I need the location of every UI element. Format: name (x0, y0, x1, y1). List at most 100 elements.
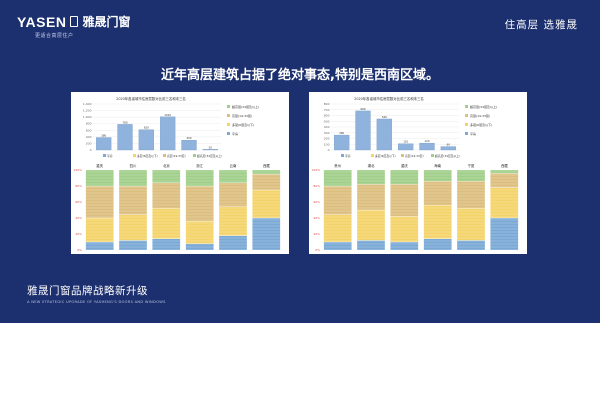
stacked-segment (85, 169, 114, 187)
category-label: 重庆 (401, 163, 408, 168)
stacked-segment (456, 240, 486, 251)
legend-swatch (227, 132, 230, 135)
legend-swatch (465, 132, 468, 135)
stacked-segment (490, 173, 519, 188)
stack-legend-swatch (431, 154, 434, 157)
bar-value-label: 780 (123, 120, 128, 124)
stacked-segment (456, 208, 486, 241)
slogan: 住高层 选雅晟 (504, 19, 578, 31)
legend-label: 多层(6层及以下) (470, 122, 492, 127)
chart-title: 2020年各省城市住房层数对比前三名和末三名 (354, 96, 424, 101)
stacked-segment (118, 214, 148, 241)
y-tick-label: 600 (86, 128, 92, 132)
y-tick-label: 600 (324, 114, 330, 118)
chart-panel-right: 2020年各省城市住房层数对比前三名和末三名 800 700 600 500 400 300… (309, 92, 527, 254)
slide-headline: 近年高层建筑占据了绝对事态,特别是西南区域。 (161, 68, 439, 83)
stacked-segment (185, 169, 214, 187)
stack-legend-swatch (371, 154, 374, 157)
stacked-segment (218, 182, 248, 207)
y-tick-label: 400 (86, 135, 92, 139)
stack-legend-label: 高层(19-33层) (167, 154, 186, 158)
bar (440, 146, 456, 151)
bar-value-label: 110 (403, 140, 408, 144)
y-tick-label: 0 (90, 148, 92, 152)
stack-legend-label: 多层(6层及以下) (137, 154, 158, 158)
stacked-segment (323, 241, 352, 251)
stacked-segment (356, 209, 386, 241)
category-label: 贵州 (334, 163, 341, 168)
bar (202, 149, 218, 151)
pct-tick-label: 100% (73, 168, 82, 172)
bar (334, 134, 350, 151)
category-label: 重庆 (96, 163, 103, 168)
brand-tagline: 更适合高层住户 (35, 33, 74, 39)
stacked-segment (390, 216, 419, 243)
bar-value-label: 540 (382, 115, 387, 119)
bar (96, 137, 112, 151)
bar-value-label: 380 (101, 134, 106, 138)
stacked-segment (423, 238, 452, 251)
bar (138, 129, 154, 151)
category-label: 西藏 (501, 163, 508, 168)
stacked-segment (323, 169, 352, 187)
category-label: 四川 (130, 164, 137, 168)
pct-tick-label: 80% (313, 184, 320, 188)
stack-legend-label: 高层(19-33层) (405, 154, 424, 158)
bar (160, 116, 176, 151)
stacked-segment (356, 169, 386, 185)
stacked-segment (252, 169, 281, 175)
bar (117, 124, 133, 151)
stack-legend-swatch (193, 154, 196, 157)
stack-legend-label: 平房 (107, 154, 113, 158)
pct-tick-label: 80% (75, 184, 82, 188)
category-label: 云南 (230, 163, 237, 168)
y-tick-label: 200 (324, 137, 330, 141)
category-label: 宁夏 (468, 163, 475, 168)
stacked-segment (390, 241, 419, 251)
legend-label: 平房 (470, 131, 476, 136)
stacked-segment (118, 240, 148, 251)
stacked-segment (456, 181, 486, 209)
y-tick-label: 700 (324, 108, 330, 112)
legend-swatch (227, 123, 230, 126)
stacked-segment (85, 241, 114, 251)
stack-legend-label: 平房 (345, 154, 351, 158)
category-label: 海南 (434, 163, 441, 168)
stack-legend-label: 多层(6层及以下) (375, 154, 396, 158)
stack-legend-swatch (163, 154, 166, 157)
pct-tick-label: 100% (311, 168, 320, 172)
stacked-segment (252, 189, 281, 219)
pct-tick-label: 40% (313, 216, 320, 220)
stack-legend-label: 超高层(34层及以上) (435, 154, 460, 158)
footer-subtitle: A NEW STRATEGIC UPGRADE OF YASHENG'S DOO… (27, 300, 166, 304)
y-tick-label: 0 (328, 148, 330, 152)
stacked-segment (252, 217, 281, 251)
y-tick-label: 1,200 (83, 109, 92, 113)
brand-name-cn: 雅晟门窗 (82, 15, 131, 29)
stacked-segment (118, 185, 148, 215)
bar-value-label: 300 (187, 136, 192, 140)
y-tick-label: 200 (86, 141, 92, 145)
category-label: 北京 (163, 163, 170, 168)
stacked-segment (152, 208, 181, 239)
chart-panel-left: 2020年各省城市住房层数对比前三名和末三名 1,400 1,200 1,000 800… (71, 92, 289, 254)
stack-legend-swatch (133, 154, 136, 157)
stacked-segment (118, 169, 148, 187)
bar (181, 139, 197, 151)
stacked-segment (218, 169, 248, 183)
brand-logo: YASEN 雅晟门窗 (17, 13, 130, 30)
stacked-segment (152, 169, 181, 183)
y-tick-label: 300 (324, 131, 330, 135)
bar-value-label: 680 (361, 107, 366, 111)
stacked-segment (85, 185, 114, 219)
category-label: 浙江 (196, 163, 203, 168)
stacked-segment (323, 214, 352, 243)
stacked-segment (390, 169, 419, 185)
bar (398, 143, 414, 151)
bar-value-label: 620 (144, 126, 149, 130)
stacked-segment (423, 181, 452, 206)
stacked-segment (85, 217, 114, 243)
brand-name-en: YASEN (17, 13, 67, 30)
chart-left-svg: 2020年各省城市住房层数对比前三名和末三名 1,400 1,200 1,000 800… (73, 96, 281, 252)
bar (376, 118, 392, 151)
